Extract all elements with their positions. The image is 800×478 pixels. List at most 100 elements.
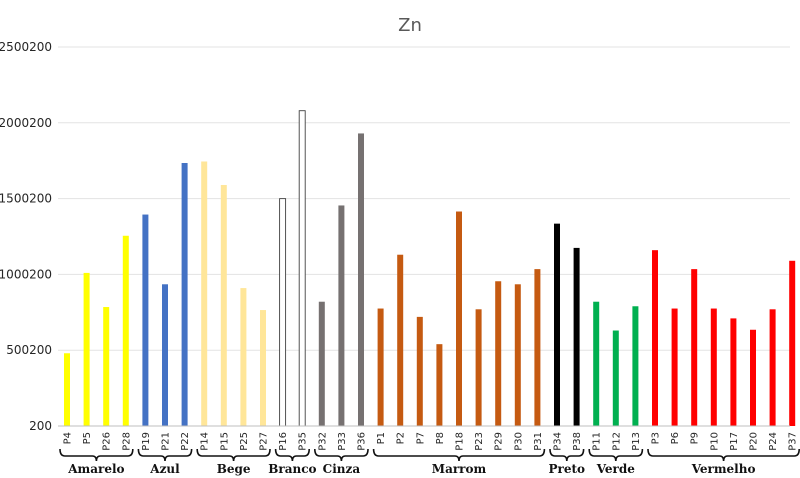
- bar-P11: [593, 301, 600, 426]
- bar-P16: [279, 198, 287, 427]
- x-tick-P33: P33: [337, 432, 348, 451]
- bar-P32: [318, 301, 325, 426]
- group-labels: Amarelo Azul Bege Branco Cinza Marrom Preto Ver…: [59, 448, 800, 476]
- x-tick-P16: P16: [278, 432, 289, 451]
- x-tick-P6: P6: [670, 432, 681, 444]
- group-brace-Amarelo: [59, 448, 134, 462]
- bar-P13: [632, 306, 639, 426]
- bar-P15: [220, 184, 227, 426]
- x-tick-P21: P21: [161, 432, 172, 451]
- x-tick-P30: P30: [513, 432, 524, 451]
- y-tick-label: 1500200: [0, 192, 52, 206]
- x-tick-P28: P28: [121, 432, 132, 451]
- x-tick-P19: P19: [141, 432, 152, 451]
- x-tick-P13: P13: [631, 432, 642, 451]
- group-brace-Verde: [588, 448, 644, 462]
- bars: [64, 110, 796, 427]
- x-tick-P25: P25: [239, 432, 250, 451]
- x-axis-ticks: P4 P5 P26 P28 P19 P21 P22 P14 P15 P25 P27 P16 P35 P32…: [63, 432, 799, 451]
- bar-P22: [181, 163, 188, 426]
- group-label-Cinza: Cinza: [323, 462, 361, 476]
- y-tick-label: 2000200: [0, 116, 52, 130]
- bar-P17: [730, 318, 737, 426]
- group-label-Bege: Bege: [217, 462, 251, 476]
- bar-P7: [416, 316, 423, 426]
- bar-P24: [769, 309, 776, 426]
- bar-P29: [495, 281, 502, 426]
- bar-P1: [377, 308, 384, 426]
- x-tick-P20: P20: [749, 432, 760, 451]
- bar-P33: [338, 205, 345, 426]
- x-tick-P17: P17: [729, 432, 740, 451]
- x-tick-P2: P2: [396, 432, 407, 444]
- group-label-Vermelho: Vermelho: [691, 462, 756, 476]
- x-tick-P34: P34: [553, 432, 564, 451]
- x-tick-P1: P1: [376, 432, 387, 444]
- x-tick-P22: P22: [180, 432, 191, 451]
- x-tick-P8: P8: [435, 432, 446, 444]
- bar-P37: [789, 260, 796, 426]
- bar-P26: [103, 307, 110, 426]
- x-tick-P14: P14: [200, 432, 211, 451]
- x-tick-P12: P12: [611, 432, 622, 451]
- bar-P19: [142, 214, 149, 426]
- x-tick-P36: P36: [357, 432, 368, 451]
- bar-P31: [534, 269, 541, 426]
- bar-P38: [573, 247, 580, 426]
- bar-P18: [456, 211, 462, 426]
- group-label-Preto: Preto: [549, 462, 586, 476]
- group-brace-Vermelho: [647, 448, 800, 462]
- bar-P5: [83, 272, 90, 426]
- group-label-Amarelo: Amarelo: [67, 462, 124, 476]
- x-tick-P18: P18: [455, 432, 466, 451]
- y-tick-label: 200: [29, 419, 52, 433]
- bar-P9: [691, 269, 698, 426]
- bar-P12: [612, 330, 619, 426]
- x-tick-P5: P5: [82, 432, 93, 444]
- group-brace-Marrom: [372, 448, 546, 462]
- x-tick-P10: P10: [709, 432, 720, 451]
- bar-P25: [240, 288, 247, 426]
- x-tick-P29: P29: [494, 432, 505, 451]
- bar-P3: [652, 250, 658, 426]
- group-brace-Azul: [137, 448, 193, 462]
- bar-P14: [201, 161, 208, 426]
- bar-P23: [475, 309, 482, 426]
- x-tick-P35: P35: [298, 432, 309, 451]
- x-tick-P3: P3: [651, 432, 662, 444]
- x-tick-P11: P11: [592, 432, 603, 451]
- bar-P6: [671, 308, 678, 426]
- x-tick-P32: P32: [317, 432, 328, 451]
- bar-P28: [122, 235, 129, 426]
- x-tick-P26: P26: [102, 432, 113, 451]
- x-tick-P24: P24: [768, 432, 779, 451]
- x-tick-P15: P15: [219, 432, 230, 451]
- bar-P20: [750, 329, 756, 426]
- x-tick-P23: P23: [474, 432, 485, 451]
- x-tick-P7: P7: [415, 432, 426, 444]
- bar-P34: [554, 223, 560, 426]
- bar-P36: [358, 133, 364, 426]
- x-tick-P31: P31: [533, 432, 544, 451]
- group-brace-Preto: [549, 448, 585, 462]
- y-tick-label: 1000200: [0, 267, 52, 281]
- group-label-Azul: Azul: [149, 462, 180, 476]
- group-label-Verde: Verde: [596, 462, 636, 476]
- group-label-Marrom: Marrom: [432, 462, 487, 476]
- y-axis-ticks: 200 500200 1000200 1500200 2000200 2500200: [0, 40, 52, 433]
- y-tick-label: 2500200: [0, 40, 52, 54]
- bar-P30: [514, 284, 521, 426]
- bar-P4: [64, 353, 70, 426]
- x-tick-P9: P9: [690, 432, 701, 444]
- gridlines: [58, 46, 790, 351]
- group-brace-Bege: [196, 448, 271, 462]
- bar-P21: [162, 284, 168, 426]
- group-brace-Branco: [274, 448, 310, 462]
- y-tick-label: 500200: [6, 343, 52, 357]
- x-tick-P4: P4: [63, 432, 74, 444]
- bar-P27: [260, 310, 266, 426]
- bar-P35: [298, 110, 306, 427]
- bar-P2: [397, 254, 404, 426]
- x-tick-P38: P38: [572, 432, 583, 451]
